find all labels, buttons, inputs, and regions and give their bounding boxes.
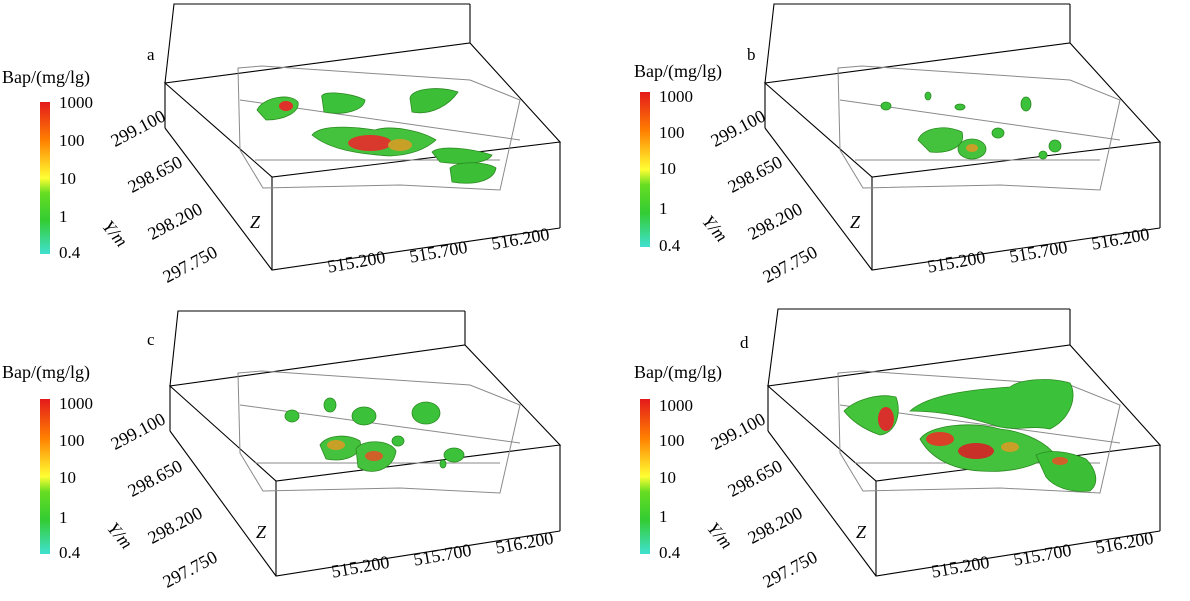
colorbar-tick: 1 [659,507,668,526]
3d-plot [763,3,1162,271]
colorbar-tick: 0.4 [659,236,681,255]
colorbar-tick: 1000 [659,396,693,415]
z-axis-label: Z [850,212,861,232]
colorbar-tick: 100 [659,123,685,142]
colorbar-tick: 0.4 [59,543,81,562]
colorbar-title: Bap/(mg/lg) [2,67,90,87]
colorbar-tick: 100 [59,431,85,450]
colorbar [40,399,50,554]
colorbar-tick: 100 [659,431,685,450]
colorbar-tick: 0.4 [59,243,81,262]
panel-label: d [740,333,749,352]
colorbar-tick: 10 [659,468,676,487]
panel-label: b [747,45,756,64]
colorbar-tick: 10 [659,159,676,178]
colorbar-tick: 10 [59,169,76,188]
colorbar-tick: 1000 [59,93,93,112]
colorbar-tick: 1 [659,199,668,218]
z-axis-label: Z [256,522,267,542]
colorbar [640,399,650,554]
colorbar-tick: 0.4 [659,543,681,562]
colorbar-title: Bap/(mg/lg) [2,362,90,382]
colorbar [640,92,650,247]
colorbar [40,102,50,254]
panel-label: a [147,45,155,64]
z-axis-label: Z [856,522,867,542]
3d-plot [766,308,1162,577]
panel-d: d Bap/(mg/lg) 1000 100 10 1 0.4 299.100 [600,301,1190,601]
colorbar-tick: 1000 [59,394,93,413]
colorbar-title: Bap/(mg/lg) [634,61,722,81]
panel-b: b Bap/(mg/lg) 1000 100 10 1 0.4 299 [600,0,1190,300]
3d-plot [168,310,562,577]
colorbar-tick: 10 [59,468,76,487]
colorbar-tick: 1000 [659,87,693,106]
3d-plot [163,3,562,271]
z-axis-label: Z [250,212,261,232]
colorbar-tick: 1 [59,508,68,527]
panel-a: a Bap/(mg/lg) 1000 100 10 1 0.4 299.100 [0,0,595,300]
colorbar-tick: 1 [59,207,68,226]
panel-label: c [147,330,155,349]
colorbar-title: Bap/(mg/lg) [634,362,722,382]
colorbar-tick: 100 [59,131,85,150]
panel-c: c Bap/(mg/lg) 1000 100 10 1 0.4 [0,301,595,601]
